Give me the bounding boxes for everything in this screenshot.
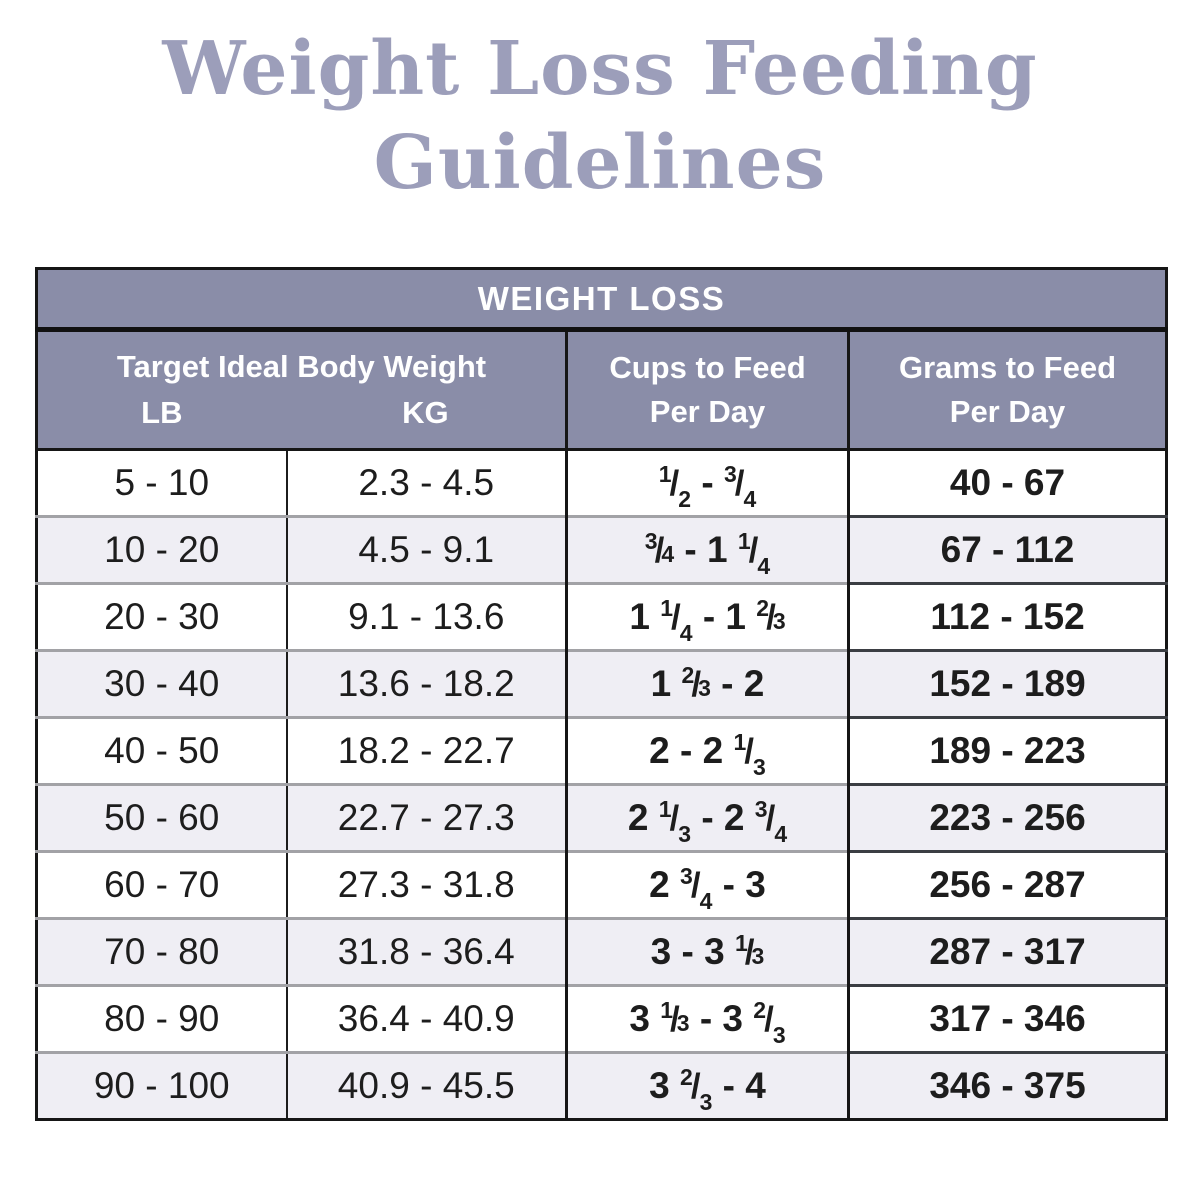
fraction-1-4: 1/4	[660, 595, 693, 646]
table-row: 70 - 80 31.8 - 36.4 3 - 3 1/3 287 - 317	[36, 917, 1167, 986]
grams-cell: 256 - 287	[847, 850, 1167, 919]
grams-cell: 189 - 223	[847, 716, 1167, 785]
table-row: 30 - 40 13.6 - 18.2 1 2/3 - 2 152 - 189	[36, 649, 1167, 718]
header-lb: LB	[141, 395, 183, 430]
kg-cell: 9.1 - 13.6	[285, 582, 567, 651]
fraction-slash: /	[670, 1000, 680, 1039]
fraction-3-4: 3/4	[723, 461, 757, 512]
kg-cell: 22.7 - 27.3	[285, 783, 567, 852]
table-row: 40 - 50 18.2 - 22.7 2 - 2 1/3 189 - 223	[36, 716, 1167, 785]
fraction-1-3: 1/3	[735, 930, 765, 972]
fraction-2-3: 2/3	[756, 595, 786, 637]
table-header-row: Target Ideal Body Weight LB KG Cups to F…	[36, 329, 1167, 451]
fraction-slash: /	[654, 531, 665, 570]
table-row: 20 - 30 9.1 - 13.6 1 1/4 - 1 2/3 112 - 152	[36, 582, 1167, 651]
table-row: 80 - 90 36.4 - 40.9 3 1/3 - 3 2/3 317 - 346	[36, 984, 1167, 1053]
grams-cell: 287 - 317	[847, 917, 1167, 986]
kg-cell: 18.2 - 22.7	[285, 716, 567, 785]
page-title: Weight Loss Feeding Guidelines	[0, 22, 1200, 210]
fraction-1-2: 1/2	[658, 461, 692, 512]
fraction-1-4: 1/4	[737, 528, 771, 579]
lb-cell: 30 - 40	[36, 649, 287, 718]
title-line-1: Weight Loss Feeding	[162, 26, 1038, 112]
title-line-2: Guidelines	[373, 120, 827, 206]
table-banner: WEIGHT LOSS	[36, 268, 1167, 332]
header-target-ideal-body-weight: Target Ideal Body Weight LB KG	[36, 329, 567, 451]
fraction-slash: /	[764, 1000, 774, 1039]
fraction-2-3: 2/3	[681, 662, 711, 704]
fraction-slash: /	[765, 799, 776, 838]
fraction-slash: /	[690, 1067, 701, 1106]
fraction-slash: /	[691, 665, 702, 704]
kg-cell: 31.8 - 36.4	[285, 917, 567, 986]
fraction-slash: /	[744, 933, 755, 972]
fraction-slash: /	[669, 464, 680, 503]
lb-cell: 80 - 90	[36, 984, 287, 1053]
header-cups-to-feed: Cups to Feed Per Day	[565, 329, 849, 451]
fraction-slash: /	[669, 799, 680, 838]
cups-cell: 1 2/3 - 2	[565, 649, 849, 718]
table-body: 5 - 10 2.3 - 4.5 1/2 - 3/4 40 - 67 10 - 20 4.…	[36, 448, 1167, 1120]
fraction-1-3: 1/3	[733, 729, 766, 780]
header-units: LB KG	[38, 391, 565, 435]
lb-cell: 5 - 10	[36, 448, 287, 517]
table-row: 10 - 20 4.5 - 9.1 3/4 - 1 1/4 67 - 112	[36, 515, 1167, 584]
fraction-slash: /	[734, 464, 745, 503]
fraction-3-4: 3/4	[680, 863, 713, 914]
fraction-1-3: 1/3	[658, 796, 692, 847]
lb-cell: 40 - 50	[36, 716, 287, 785]
table-row: 60 - 70 27.3 - 31.8 2 3/4 - 3 256 - 287	[36, 850, 1167, 919]
lb-cell: 50 - 60	[36, 783, 287, 852]
lb-cell: 70 - 80	[36, 917, 287, 986]
feeding-guidelines-table: WEIGHT LOSS Target Ideal Body Weight LB …	[35, 267, 1168, 1121]
header-grams-to-feed: Grams to Feed Per Day	[847, 329, 1167, 451]
kg-cell: 13.6 - 18.2	[285, 649, 567, 718]
table-row: 50 - 60 22.7 - 27.3 2 1/3 - 2 3/4 223 - 256	[36, 783, 1167, 852]
cups-cell: 2 3/4 - 3	[565, 850, 849, 919]
cups-cell: 2 1/3 - 2 3/4	[565, 783, 849, 852]
fraction-slash: /	[744, 732, 755, 771]
lb-cell: 10 - 20	[36, 515, 287, 584]
kg-cell: 2.3 - 4.5	[285, 448, 567, 517]
kg-cell: 4.5 - 9.1	[285, 515, 567, 584]
fraction-slash: /	[690, 866, 701, 905]
fraction-slash: /	[671, 598, 681, 637]
fraction-slash: /	[748, 531, 759, 570]
kg-cell: 27.3 - 31.8	[285, 850, 567, 919]
lb-cell: 20 - 30	[36, 582, 287, 651]
cups-cell: 1/2 - 3/4	[565, 448, 849, 517]
table-row: 5 - 10 2.3 - 4.5 1/2 - 3/4 40 - 67	[36, 448, 1167, 517]
kg-cell: 40.9 - 45.5	[285, 1051, 567, 1120]
table-row: 90 - 100 40.9 - 45.5 3 2/3 - 4 346 - 375	[36, 1051, 1167, 1120]
grams-cell: 346 - 375	[847, 1051, 1167, 1120]
lb-cell: 60 - 70	[36, 850, 287, 919]
cups-cell: 1 1/4 - 1 2/3	[565, 582, 849, 651]
grams-cell: 152 - 189	[847, 649, 1167, 718]
cups-cell: 3 - 3 1/3	[565, 917, 849, 986]
header-kg: KG	[402, 395, 449, 430]
fraction-3-4: 3/4	[754, 796, 788, 847]
cups-cell: 2 - 2 1/3	[565, 716, 849, 785]
fraction-2-3: 2/3	[680, 1064, 713, 1115]
grams-cell: 223 - 256	[847, 783, 1167, 852]
kg-cell: 36.4 - 40.9	[285, 984, 567, 1053]
lb-cell: 90 - 100	[36, 1051, 287, 1120]
fraction-slash: /	[766, 598, 776, 637]
cups-cell: 3 2/3 - 4	[565, 1051, 849, 1120]
fraction-3-4: 3/4	[644, 528, 675, 570]
grams-cell: 112 - 152	[847, 582, 1167, 651]
fraction-2-3: 2/3	[753, 997, 786, 1048]
header-target-title: Target Ideal Body Weight	[116, 349, 487, 384]
grams-cell: 40 - 67	[847, 448, 1167, 517]
cups-cell: 3/4 - 1 1/4	[565, 515, 849, 584]
table-banner-row: WEIGHT LOSS	[36, 268, 1167, 332]
grams-cell: 67 - 112	[847, 515, 1167, 584]
fraction-1-3: 1/3	[660, 997, 690, 1039]
grams-cell: 317 - 346	[847, 984, 1167, 1053]
cups-cell: 3 1/3 - 3 2/3	[565, 984, 849, 1053]
